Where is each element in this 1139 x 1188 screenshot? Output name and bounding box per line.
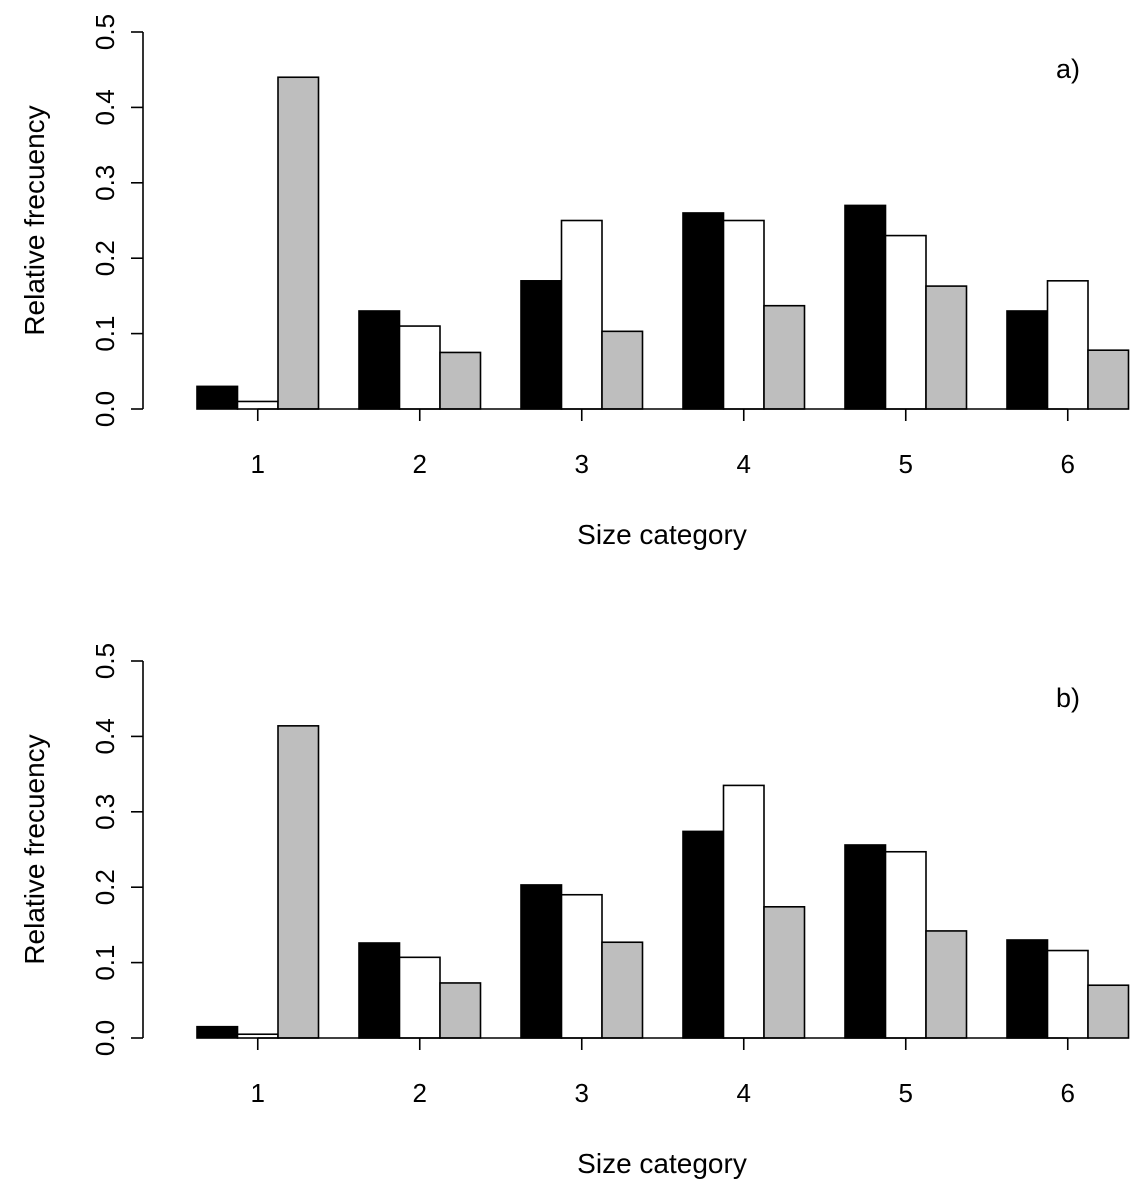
- bar-gray-cat-5: [925, 285, 968, 410]
- bar-black-cat-4: [682, 830, 725, 1039]
- bar-white-cat-5: [884, 234, 927, 410]
- bar-black-cat-1: [196, 385, 239, 410]
- bar-black-cat-2: [358, 310, 401, 410]
- bar-black-cat-5: [844, 204, 887, 410]
- x-tick-label: 6: [1061, 1078, 1075, 1108]
- bar-gray-cat-1: [277, 725, 320, 1039]
- x-tick-label: 5: [899, 449, 913, 479]
- bar-black-cat-5: [844, 844, 887, 1039]
- bar-gray-cat-6: [1087, 349, 1130, 410]
- bar-black-cat-3: [520, 884, 563, 1039]
- x-tick-label: 1: [251, 1078, 265, 1108]
- x-tick-label: 6: [1061, 449, 1075, 479]
- bar-gray-cat-5: [925, 930, 968, 1039]
- y-tick-label: 0.0: [90, 391, 120, 427]
- y-tick-label: 0.1: [90, 316, 120, 352]
- x-tick-label: 1: [251, 449, 265, 479]
- bar-white-cat-5: [884, 850, 927, 1039]
- panel-a: 0.0 0.1 0.2 0.3 0.4 0.5 1 2 3 4 5 6 Size category Rel…: [19, 14, 1130, 550]
- bar-black-cat-2: [358, 942, 401, 1039]
- bar-black-cat-6: [1006, 310, 1049, 410]
- y-tick-label: 0.3: [90, 794, 120, 830]
- y-tick-label: 0.4: [90, 89, 120, 125]
- bar-white-cat-3: [560, 219, 603, 410]
- y-axis-title: Relative frecuency: [19, 105, 50, 335]
- bar-gray-cat-3: [601, 941, 644, 1039]
- bar-white-cat-6: [1046, 280, 1089, 410]
- x-tick-label: 2: [413, 1078, 427, 1108]
- bar-black-cat-6: [1006, 939, 1049, 1039]
- bar-gray-cat-3: [601, 330, 644, 410]
- panel-label: b): [1056, 683, 1080, 713]
- x-tick-label: 3: [575, 449, 589, 479]
- bar-gray-cat-2: [439, 982, 482, 1039]
- x-tick-label: 4: [737, 449, 751, 479]
- y-tick-label: 0.1: [90, 945, 120, 981]
- y-axis-title: Relative frecuency: [19, 734, 50, 964]
- bar-gray-cat-2: [439, 351, 482, 410]
- bar-black-cat-3: [520, 280, 563, 410]
- bar-white-cat-4: [722, 219, 765, 410]
- x-tick-label: 5: [899, 1078, 913, 1108]
- y-tick-label: 0.5: [90, 14, 120, 50]
- y-tick-label: 0.0: [90, 1020, 120, 1056]
- y-tick-label: 0.3: [90, 165, 120, 201]
- bar-gray-cat-6: [1087, 984, 1130, 1039]
- bar-black-cat-4: [682, 212, 725, 410]
- bar-gray-cat-4: [763, 304, 806, 410]
- y-tick-label: 0.2: [90, 869, 120, 905]
- bar-black-cat-1: [196, 1025, 239, 1039]
- bar-gray-cat-4: [763, 906, 806, 1039]
- bar-white-cat-3: [560, 893, 603, 1039]
- bar-white-cat-6: [1046, 949, 1089, 1039]
- x-tick-label: 2: [413, 449, 427, 479]
- x-axis-title: Size category: [577, 1148, 747, 1179]
- y-tick-label: 0.2: [90, 240, 120, 276]
- y-tick-label: 0.4: [90, 718, 120, 754]
- y-tick-label: 0.5: [90, 643, 120, 679]
- bar-white-cat-2: [398, 325, 441, 410]
- x-tick-label: 4: [737, 1078, 751, 1108]
- x-tick-label: 3: [575, 1078, 589, 1108]
- x-axis-title: Size category: [577, 519, 747, 550]
- bar-white-cat-1: [236, 400, 279, 410]
- bar-white-cat-2: [398, 956, 441, 1039]
- panel-b: 0.0 0.1 0.2 0.3 0.4 0.5 1 2 3 4 5 6 Size category Rel…: [19, 643, 1130, 1179]
- panel-label: a): [1056, 54, 1080, 84]
- bar-gray-cat-1: [277, 76, 320, 410]
- bar-white-cat-4: [722, 784, 765, 1039]
